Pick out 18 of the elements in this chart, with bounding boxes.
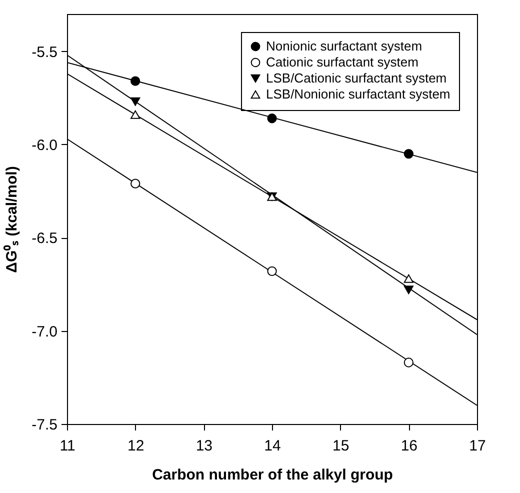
y-tick-label: -6.0 [32, 136, 58, 154]
x-tick-label: 11 [60, 438, 76, 454]
legend-label: Cationic surfactant system [266, 54, 418, 70]
y-tick-label: -7.0 [32, 323, 58, 340]
y-tick-label: -7.5 [32, 416, 58, 434]
legend-label: LSB/Nonionic surfactant system [266, 86, 450, 102]
x-tick-label: 13 [196, 438, 213, 454]
x-tick-label: 16 [400, 438, 418, 454]
x-axis-title: Carbon number of the alkyl group [152, 466, 393, 484]
x-tick-label: 14 [264, 438, 281, 454]
y-tick-label: -5.5 [32, 44, 58, 61]
x-tick-label: 17 [469, 438, 486, 454]
legend-label: LSB/Cationic surfactant system [266, 70, 447, 86]
y-axis-title: ΔG⁰ₛ (kcal/mol) [2, 166, 21, 273]
x-tick-label: 12 [127, 438, 144, 454]
legend-label: Nonionic surfactant system [266, 38, 422, 54]
x-tick-label: 15 [332, 438, 350, 454]
y-tick-label: -6.5 [32, 230, 58, 248]
